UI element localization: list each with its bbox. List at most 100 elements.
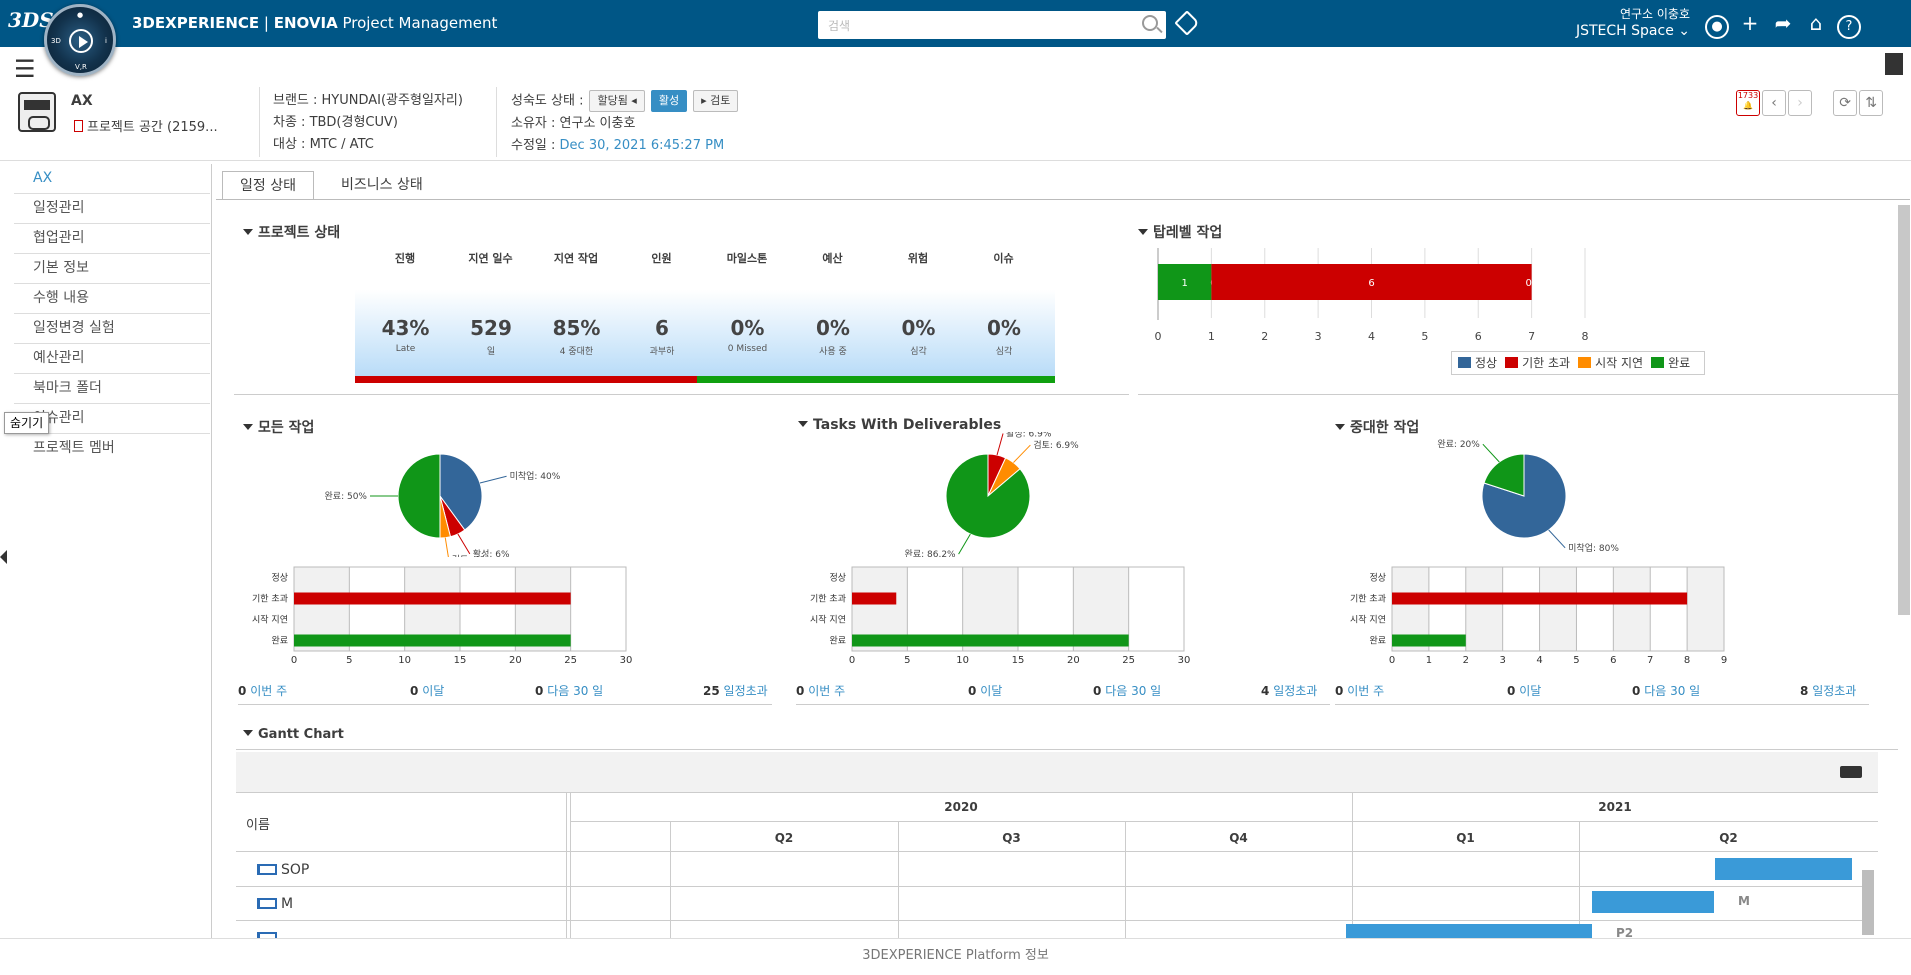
tab-business-status[interactable]: 비즈니스 상태 — [341, 177, 423, 193]
kpi-tile[interactable]: 0% 심각 — [868, 290, 969, 383]
pie-slice — [397, 453, 441, 539]
footer-month[interactable]: 0 이달 — [1507, 682, 1541, 699]
footer-next30[interactable]: 0 다음 30 일 — [535, 682, 603, 699]
menu-icon[interactable]: ☰ — [14, 55, 36, 83]
refresh-icon[interactable]: ⟳ — [1833, 90, 1858, 116]
panel-toggle-icon[interactable] — [1885, 53, 1903, 75]
tick-label: 1 — [1426, 655, 1432, 665]
footer-month[interactable]: 0 이달 — [968, 682, 1002, 699]
legend-late: 기한 초과 — [1505, 352, 1570, 374]
prev-state-button[interactable]: 할당됨 ◂ — [589, 90, 645, 112]
footer-week[interactable]: 0 이번 주 — [238, 682, 287, 699]
gantt-scrollbar[interactable] — [1862, 870, 1874, 935]
vertical-scrollbar[interactable] — [1898, 205, 1910, 615]
chart-legend: 정상 기한 초과 시작 지연 완료 — [1451, 351, 1706, 375]
divider — [238, 704, 772, 705]
tick-label: 15 — [454, 655, 467, 665]
kpi-tile[interactable]: 0% 심각 — [953, 290, 1055, 383]
gantt-bar[interactable] — [1592, 891, 1714, 913]
footer-overdue[interactable]: 8 일정초과 — [1800, 682, 1856, 699]
maturity-label: 성숙도 상태 : — [511, 93, 584, 109]
search-input[interactable]: 검색 — [818, 11, 1166, 39]
compass-icon[interactable]: ● 3D i V,R — [44, 4, 116, 76]
top-level-title[interactable]: 탑레벨 작업 — [1138, 222, 1222, 242]
gantt-bar[interactable] — [1346, 924, 1592, 938]
sidebar-item-work[interactable]: 수행 내용 — [14, 284, 210, 314]
collapse-icon[interactable]: ⇅ — [1859, 90, 1884, 116]
footer-label: 일정초과 — [1812, 684, 1857, 698]
gantt-settings-icon[interactable] — [1840, 766, 1862, 778]
sidebar-item-basic-info[interactable]: 기본 정보 — [14, 254, 210, 284]
kpi-tile[interactable]: 529 일 — [440, 290, 542, 383]
critical-title[interactable]: 중대한 작업 — [1335, 417, 1419, 437]
help-icon[interactable]: ? — [1837, 15, 1861, 39]
kpi-tile[interactable]: 85% 4 중대한 — [526, 290, 627, 383]
gantt-bar[interactable] — [1715, 858, 1852, 880]
all-tasks-title[interactable]: 모든 작업 — [243, 417, 314, 437]
sidebar-item-schedule[interactable]: 일정관리 — [14, 194, 210, 224]
sidebar-item-schedule-test[interactable]: 일정변경 실험 — [14, 314, 210, 344]
app-title: 3DEXPERIENCE | ENOVIA Project Management — [132, 14, 498, 32]
footer-label: 일정초과 — [1273, 684, 1318, 698]
user-menu[interactable]: 연구소 이충호 JSTECH Space ⌄ — [1560, 5, 1690, 39]
gantt-row[interactable]: SOP — [257, 862, 309, 878]
kpi-tile[interactable]: 0% 사용 중 — [782, 290, 884, 383]
bar-label: 6 — [1368, 278, 1374, 289]
bar-label: 0 — [1525, 278, 1531, 289]
kpi-label: 지연 작업 — [553, 252, 599, 265]
project-status-title[interactable]: 프로젝트 상태 — [243, 222, 340, 242]
bar-label: 1 — [1182, 278, 1188, 289]
footer-label: 다음 30 일 — [547, 684, 604, 698]
sidebar-item-bookmarks[interactable]: 북마크 폴더 — [14, 374, 210, 404]
footer-overdue[interactable]: 4 일정초과 — [1261, 682, 1317, 699]
deliverables-title[interactable]: Tasks With Deliverables — [798, 417, 1001, 433]
kpi-tile[interactable]: 6 과부하 — [611, 290, 713, 383]
next-state-button[interactable]: ▸ 검토 — [693, 90, 739, 112]
gantt-bar-label: P2 — [1616, 926, 1634, 940]
footer-next30[interactable]: 0 다음 30 일 — [1093, 682, 1161, 699]
category-label: 완료 — [271, 636, 288, 647]
tick-label: 30 — [1178, 655, 1191, 665]
kpi-tile[interactable]: 43% Late — [355, 290, 456, 383]
footer-overdue[interactable]: 25 일정초과 — [703, 682, 768, 699]
kpi-sub: 사용 중 — [819, 347, 847, 357]
previous-icon[interactable]: ‹ — [1762, 90, 1786, 116]
kpi-tile[interactable]: 0% 0 Missed — [697, 290, 798, 383]
footer-count: 0 — [238, 684, 247, 698]
sidebar-item-members[interactable]: 프로젝트 멤버 — [33, 440, 115, 456]
profile-icon[interactable]: ● — [1705, 15, 1729, 39]
footer-week[interactable]: 0 이번 주 — [796, 682, 845, 699]
pie-label: 검토: 4% — [452, 553, 489, 557]
legend-normal: 정상 — [1458, 352, 1497, 374]
category-label: 시작 지연 — [1350, 615, 1386, 626]
footer-next30[interactable]: 0 다음 30 일 — [1632, 682, 1700, 699]
gantt-title[interactable]: Gantt Chart — [243, 727, 344, 742]
collab-space[interactable]: JSTECH Space ⌄ — [1575, 23, 1690, 39]
tab-schedule-status[interactable]: 일정 상태 — [222, 171, 314, 200]
sidebar-item-ax[interactable]: AX — [14, 164, 210, 194]
home-icon[interactable]: ⌂ — [1809, 11, 1823, 35]
sidebar-item-budget[interactable]: 예산관리 — [14, 344, 210, 374]
plot-frame — [1391, 566, 1725, 652]
search-icon[interactable] — [1142, 15, 1158, 31]
current-state-button[interactable]: 활성 — [650, 90, 688, 112]
category-label: 정상 — [1369, 573, 1386, 584]
bar — [294, 592, 571, 605]
sidebar-item-collab[interactable]: 협업관리 — [14, 224, 210, 254]
footer-week[interactable]: 0 이번 주 — [1335, 682, 1384, 699]
collapse-sidebar-icon[interactable] — [0, 550, 7, 564]
object-space[interactable]: 프로젝트 공간 (2159... — [74, 116, 218, 135]
notification-icon[interactable]: 1733 🔔 — [1736, 90, 1760, 116]
tick-label: 25 — [1122, 655, 1135, 665]
bar-segment — [1158, 264, 1212, 300]
add-icon[interactable]: + — [1741, 11, 1759, 35]
gantt-row[interactable]: M — [257, 896, 293, 912]
next-icon[interactable]: › — [1788, 90, 1812, 116]
platform-info-link[interactable]: 3DEXPERIENCE Platform 정보 — [0, 938, 1911, 975]
share-icon[interactable]: ➦ — [1774, 11, 1792, 35]
document-icon — [74, 120, 83, 132]
search-placeholder: 검색 — [828, 19, 851, 33]
footer-count: 25 — [703, 684, 720, 698]
tag-icon[interactable] — [1174, 10, 1200, 36]
footer-month[interactable]: 0 이달 — [410, 682, 444, 699]
